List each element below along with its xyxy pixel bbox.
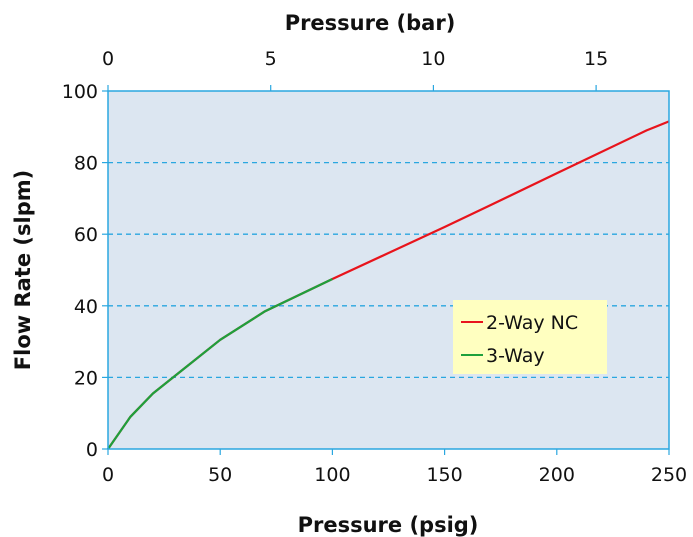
series-line-3-way [107,278,333,450]
x-tick-label-250: 250 [651,464,687,486]
y-tick-label-40: 40 [74,296,98,318]
y-axis-title: Flow Rate (slpm) [11,170,35,370]
legend-label-3-way: 3-Way [486,345,545,367]
x2-tick-label-5: 5 [265,48,277,70]
x2-tick-label-0: 0 [102,48,114,70]
x-tick-label-100: 100 [314,464,350,486]
x-tick-label-0: 0 [102,464,114,486]
legend-box [453,300,607,374]
x2-tick-label-10: 10 [421,48,445,70]
legend: 2-Way NC 3-Way [453,300,607,374]
plot-area [108,91,669,449]
y-tick-label-60: 60 [74,224,98,246]
x2-tick-label-15: 15 [584,48,608,70]
data-series [107,120,670,450]
plot-frame [107,90,670,450]
x-tick-label-200: 200 [539,464,575,486]
y-tick-label-80: 80 [74,153,98,175]
y-tick-label-20: 20 [74,367,98,389]
legend-label-2-way-nc: 2-Way NC [486,312,578,334]
y-tick-label-0: 0 [86,439,98,461]
x-tick-label-150: 150 [426,464,462,486]
x2-axis-title: Pressure (bar) [285,11,456,35]
y-tick-label-100: 100 [62,81,98,103]
x-tick-label-50: 50 [208,464,232,486]
x-axis-title: Pressure (psig) [298,513,479,537]
grid-lines [108,161,669,379]
